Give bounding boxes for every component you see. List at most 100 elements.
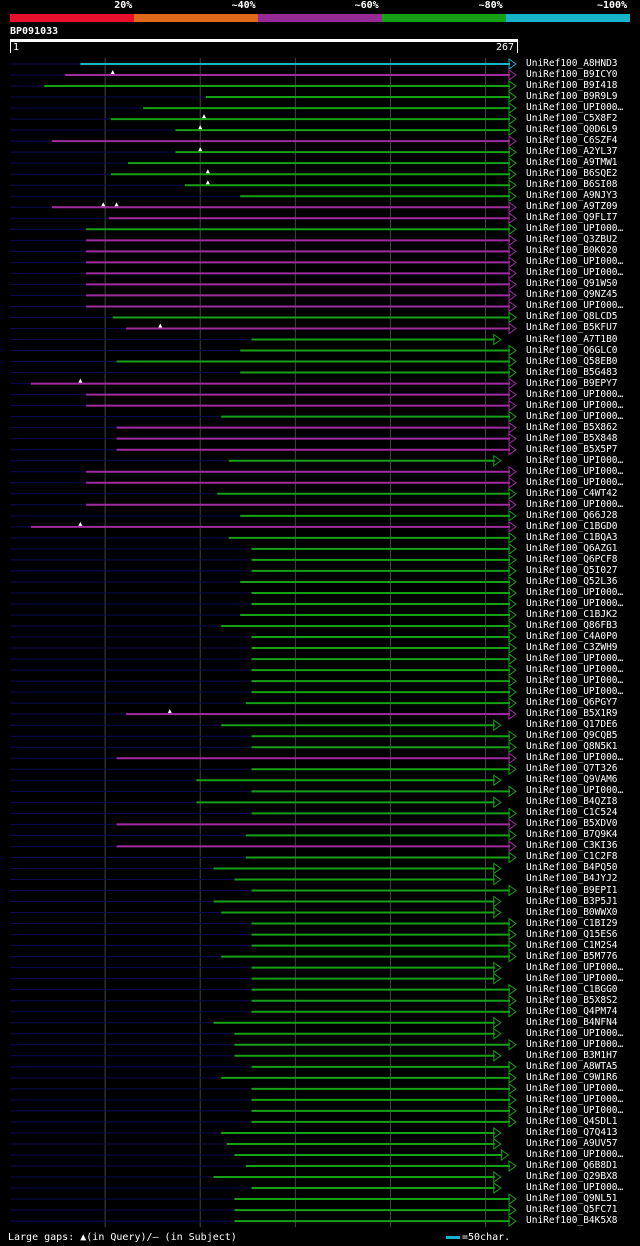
hit-label[interactable]: UniRef100_B3P5J1 [526, 895, 618, 907]
hit-label[interactable]: UniRef100_Q9NZ45 [526, 289, 618, 301]
hit-label[interactable]: UniRef100_UPI000… [526, 1148, 624, 1160]
hit-label[interactable]: UniRef100_Q5FC71 [526, 1204, 618, 1216]
hit-label[interactable]: UniRef100_B5X848 [526, 432, 618, 444]
hit-label[interactable]: UniRef100_UPI000… [526, 752, 624, 764]
hit-label[interactable]: UniRef100_UPI000… [526, 256, 624, 268]
hit-label[interactable]: UniRef100_B5X1R9 [526, 708, 618, 720]
hit-label[interactable]: UniRef100_UPI000… [526, 675, 624, 687]
hit-label[interactable]: UniRef100_Q8LCD5 [526, 311, 618, 323]
hit-label[interactable]: UniRef100_Q3ZBU2 [526, 234, 618, 246]
hit-label[interactable]: UniRef100_A9UV57 [526, 1137, 618, 1149]
hit-label[interactable]: UniRef100_UPI000… [526, 1082, 624, 1094]
hit-label[interactable]: UniRef100_UPI000… [526, 972, 624, 984]
hit-label[interactable]: UniRef100_A2YL37 [526, 146, 618, 158]
hit-label[interactable]: UniRef100_B3M1H7 [526, 1049, 618, 1061]
hit-label[interactable]: UniRef100_UPI000… [526, 476, 624, 488]
hit-label[interactable]: UniRef100_C1BGD0 [526, 520, 618, 532]
hit-label[interactable]: UniRef100_B9EPY7 [526, 377, 618, 389]
hit-label[interactable]: UniRef100_Q9CQB5 [526, 730, 618, 742]
hit-label[interactable]: UniRef100_C1M2S4 [526, 939, 618, 951]
hit-label[interactable]: UniRef100_UPI000… [526, 1038, 624, 1050]
hit-label[interactable]: UniRef100_UPI000… [526, 300, 624, 312]
hit-label[interactable]: UniRef100_C4WT42 [526, 487, 618, 499]
hit-label[interactable]: UniRef100_Q9NL51 [526, 1193, 618, 1205]
hit-label[interactable]: UniRef100_C4A0P0 [526, 631, 618, 643]
hit-label[interactable]: UniRef100_C5X8F2 [526, 113, 618, 125]
hit-label[interactable]: UniRef100_Q91WS0 [526, 278, 618, 290]
hit-label[interactable]: UniRef100_Q29BX8 [526, 1171, 618, 1183]
hit-label[interactable]: UniRef100_Q6B8D1 [526, 1160, 618, 1171]
hit-label[interactable]: UniRef100_B5X5P7 [526, 443, 618, 455]
hit-label[interactable]: UniRef100_Q66J28 [526, 509, 618, 521]
hit-label[interactable]: UniRef100_UPI000… [526, 785, 624, 797]
hit-label[interactable]: UniRef100_C3KI36 [526, 840, 618, 852]
hit-label[interactable]: UniRef100_B9R9L9 [526, 91, 618, 103]
hit-label[interactable]: UniRef100_A8WTA5 [526, 1060, 618, 1072]
hit-label[interactable]: UniRef100_Q4PM74 [526, 1005, 618, 1017]
hit-label[interactable]: UniRef100_UPI000… [526, 686, 624, 698]
hit-label[interactable]: UniRef100_Q52L36 [526, 575, 618, 587]
hit-label[interactable]: UniRef100_UPI000… [526, 653, 624, 665]
hit-label[interactable]: UniRef100_Q5I027 [526, 564, 618, 576]
hit-label[interactable]: UniRef100_B6SI08 [526, 179, 618, 191]
hit-label[interactable]: UniRef100_UPI000… [526, 465, 624, 477]
hit-label[interactable]: UniRef100_Q4SDL1 [526, 1115, 618, 1127]
hit-label[interactable]: UniRef100_Q6PGY7 [526, 697, 618, 709]
hit-label[interactable]: UniRef100_B9ICY0 [526, 69, 618, 81]
hit-label[interactable]: UniRef100_UPI000… [526, 1027, 624, 1039]
hit-label[interactable]: UniRef100_UPI000… [526, 267, 624, 279]
hit-label[interactable]: UniRef100_B9EPI1 [526, 884, 618, 896]
hit-label[interactable]: UniRef100_B5KFU7 [526, 322, 618, 334]
hit-label[interactable]: UniRef100_C1C2F8 [526, 851, 618, 863]
hit-label[interactable]: UniRef100_C3ZWH9 [526, 642, 618, 654]
hit-label[interactable]: UniRef100_UPI000… [526, 586, 624, 598]
hit-label[interactable]: UniRef100_Q8N5K1 [526, 741, 618, 753]
hit-label[interactable]: UniRef100_UPI000… [526, 498, 624, 510]
hit-label[interactable]: UniRef100_Q6GLC0 [526, 344, 618, 356]
hit-label[interactable]: UniRef100_C1BI29 [526, 917, 618, 929]
hit-label[interactable]: UniRef100_A9TMW1 [526, 157, 618, 169]
hit-label[interactable]: UniRef100_UPI000… [526, 1093, 624, 1105]
hit-label[interactable]: UniRef100_B4QZI8 [526, 796, 618, 808]
hit-label[interactable]: UniRef100_Q15ES6 [526, 928, 618, 940]
hit-label[interactable]: UniRef100_Q6PCF8 [526, 553, 618, 565]
hit-label[interactable]: UniRef100_Q17DE6 [526, 719, 618, 731]
hit-label[interactable]: UniRef100_A9TZ09 [526, 201, 618, 213]
hit-label[interactable]: UniRef100_B5M776 [526, 950, 618, 962]
hit-label[interactable]: UniRef100_UPI000… [526, 664, 624, 676]
hit-label[interactable]: UniRef100_C1BGG0 [526, 983, 618, 995]
hit-label[interactable]: UniRef100_B5X862 [526, 421, 618, 433]
hit-label[interactable]: UniRef100_UPI000… [526, 1104, 624, 1116]
hit-label[interactable]: UniRef100_C6SZF4 [526, 135, 618, 147]
hit-label[interactable]: UniRef100_UPI000… [526, 102, 624, 114]
hit-label[interactable]: UniRef100_UPI000… [526, 597, 624, 609]
hit-label[interactable]: UniRef100_Q0D6L9 [526, 124, 618, 136]
hit-label[interactable]: UniRef100_Q7Q413 [526, 1126, 618, 1138]
hit-label[interactable]: UniRef100_UPI000… [526, 223, 624, 235]
hit-label[interactable]: UniRef100_UPI000… [526, 388, 624, 400]
hit-label[interactable]: UniRef100_B4PQ50 [526, 862, 618, 874]
hit-label[interactable]: UniRef100_C1BQA3 [526, 531, 618, 543]
hit-label[interactable]: UniRef100_UPI000… [526, 410, 624, 422]
hit-label[interactable]: UniRef100_Q58EB0 [526, 355, 618, 367]
hit-label[interactable]: UniRef100_B6SQE2 [526, 168, 618, 180]
hit-label[interactable]: UniRef100_C1BJK2 [526, 609, 618, 620]
hit-label[interactable]: UniRef100_C9W1R6 [526, 1071, 618, 1083]
hit-label[interactable]: UniRef100_B5XDV0 [526, 818, 618, 830]
hit-label[interactable]: UniRef100_B5G483 [526, 366, 618, 378]
hit-label[interactable]: UniRef100_A7T1B0 [526, 333, 618, 345]
hit-label[interactable]: UniRef100_Q9VAM6 [526, 774, 618, 786]
hit-label[interactable]: UniRef100_Q86FB3 [526, 620, 618, 632]
hit-label[interactable]: UniRef100_B9I418 [526, 80, 618, 92]
hit-label[interactable]: UniRef100_B7Q9K4 [526, 829, 618, 841]
hit-label[interactable]: UniRef100_UPI000… [526, 399, 624, 411]
hit-label[interactable]: UniRef100_UPI000… [526, 961, 624, 973]
hit-label[interactable]: UniRef100_A8HND3 [526, 58, 618, 69]
hit-label[interactable]: UniRef100_B5X8S2 [526, 994, 618, 1006]
hit-label[interactable]: UniRef100_Q7T326 [526, 763, 618, 775]
hit-label[interactable]: UniRef100_B0K020 [526, 245, 618, 257]
hit-label[interactable]: UniRef100_A9NJY3 [526, 190, 618, 202]
hit-label[interactable]: UniRef100_B4JYJ2 [526, 873, 618, 885]
hit-label[interactable]: UniRef100_UPI000… [526, 454, 624, 466]
hit-label[interactable]: UniRef100_B4K5X8 [526, 1215, 618, 1227]
